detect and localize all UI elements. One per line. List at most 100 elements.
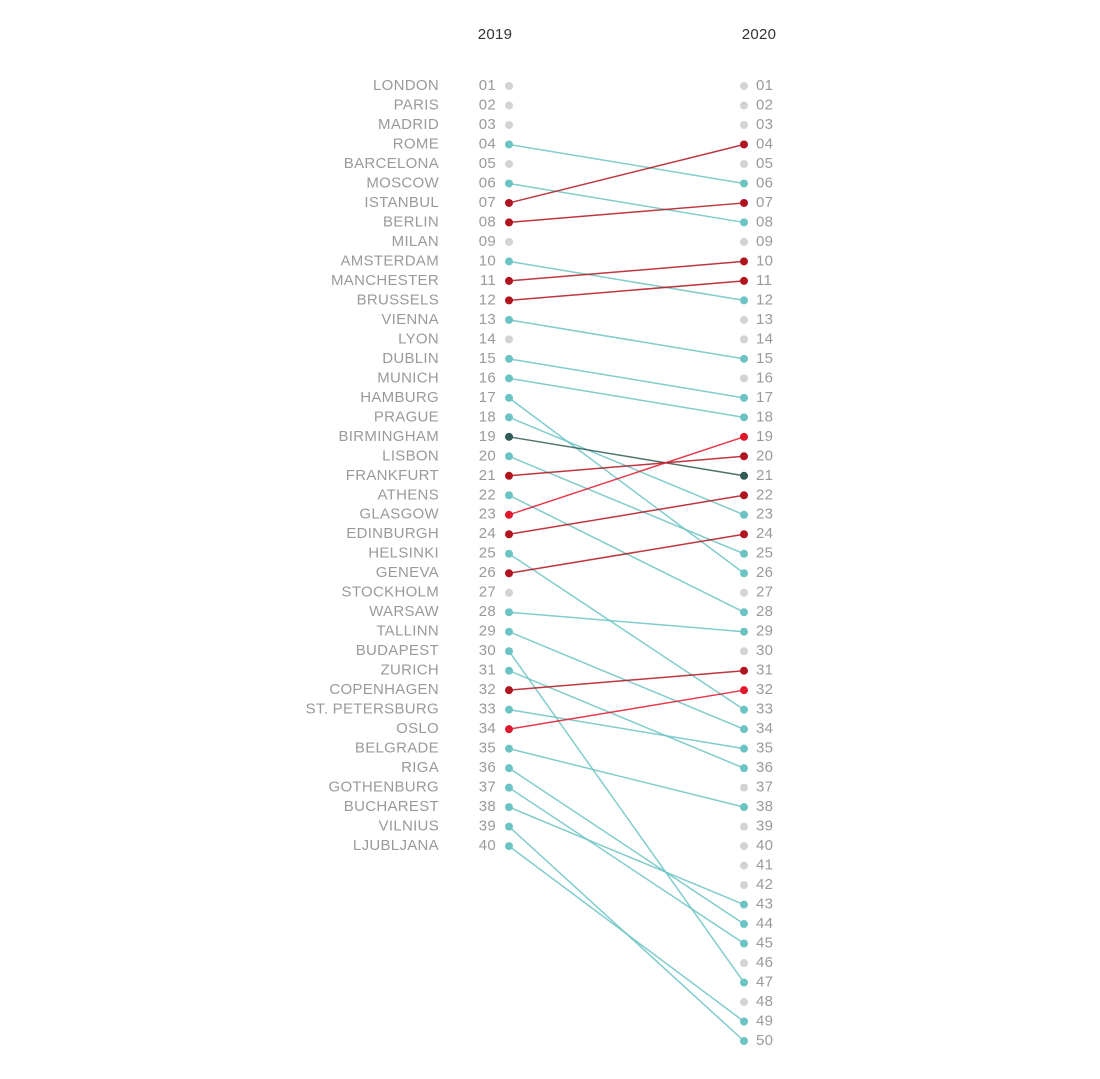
left-header: 2019 (478, 26, 513, 43)
left-rank-label: 37 (479, 779, 496, 796)
slope-line (508, 260, 745, 282)
right-rank-label: 04 (756, 135, 773, 152)
slope-line (508, 397, 745, 574)
left-rank-label: 21 (479, 467, 496, 484)
city-label: MILAN (392, 233, 439, 250)
rank-dot-2019 (505, 627, 513, 636)
city-label: BRUSSELS (357, 291, 439, 308)
rank-dot-2020 (740, 549, 748, 558)
rank-dot-2019 (505, 413, 513, 422)
left-rank-label: 27 (479, 584, 496, 601)
rank-dot-2019 (505, 549, 513, 558)
left-rank-label: 34 (479, 720, 496, 737)
right-rank-label: 44 (756, 915, 773, 932)
rank-dot-2019 (505, 569, 513, 578)
right-rank-label: 13 (756, 311, 773, 328)
rank-dot-2019 (505, 530, 513, 539)
slope-line (508, 650, 745, 983)
left-rank-label: 38 (479, 798, 496, 815)
right-rank-label: 07 (756, 194, 773, 211)
rank-dot-2020 (740, 159, 748, 168)
slope-line (508, 143, 745, 204)
left-rank-label: 36 (479, 759, 496, 776)
rank-dot-2019 (505, 822, 513, 831)
rank-dot-2019 (505, 471, 513, 480)
right-rank-label: 29 (756, 623, 773, 640)
right-rank-label: 40 (756, 837, 773, 854)
rank-dot-2020 (740, 471, 748, 480)
rank-dot-2020 (740, 1017, 748, 1026)
left-rank-label: 28 (479, 603, 496, 620)
right-rank-label: 38 (756, 798, 773, 815)
rank-dot-2020 (740, 393, 748, 402)
city-label: HAMBURG (360, 389, 439, 406)
rank-dot-2019 (505, 764, 513, 773)
right-rank-label: 28 (756, 603, 773, 620)
city-label: ST. PETERSBURG (306, 701, 439, 718)
right-rank-label: 09 (756, 233, 773, 250)
slope-line (508, 787, 745, 945)
city-label: FRANKFURT (346, 467, 439, 484)
rank-dot-2020 (740, 237, 748, 246)
rank-dot-2019 (505, 101, 513, 110)
slope-line (508, 611, 745, 633)
city-label: COPENHAGEN (329, 681, 439, 698)
rank-dot-2019 (505, 744, 513, 753)
empty-rank-dot (740, 998, 748, 1007)
right-rank-label: 21 (756, 467, 773, 484)
rank-dot-2019 (505, 393, 513, 402)
right-rank-label: 06 (756, 174, 773, 191)
city-label: BELGRADE (355, 740, 439, 757)
slope-line (508, 806, 745, 906)
right-rank-label: 10 (756, 252, 773, 269)
city-label: LYON (398, 330, 439, 347)
rank-dot-2019 (505, 237, 513, 246)
city-label: TALLINN (376, 623, 439, 640)
city-label: LJUBLJANA (353, 837, 439, 854)
city-label: GLASGOW (359, 506, 439, 523)
rank-dot-2020 (740, 666, 748, 675)
city-label: MOSCOW (366, 174, 439, 191)
left-rank-label: 20 (479, 447, 496, 464)
rank-dot-2019 (505, 686, 513, 695)
right-rank-label: 20 (756, 447, 773, 464)
right-rank-label: 25 (756, 545, 773, 562)
left-rank-label: 17 (479, 389, 496, 406)
rank-dot-2019 (505, 510, 513, 519)
empty-rank-dot (740, 647, 748, 656)
rank-dot-2019 (505, 276, 513, 285)
left-rank-label: 40 (479, 837, 496, 854)
city-label: LISBON (382, 447, 439, 464)
city-label: BUDAPEST (356, 642, 439, 659)
left-rank-label: 22 (479, 486, 496, 503)
city-label: ATHENS (377, 486, 439, 503)
right-rank-label: 35 (756, 740, 773, 757)
rank-dot-2020 (740, 510, 748, 519)
right-rank-label: 11 (756, 272, 772, 289)
right-rank-label: 24 (756, 525, 773, 542)
slope-line (508, 143, 745, 185)
empty-rank-dot (740, 842, 748, 851)
right-rank-label: 16 (756, 369, 773, 386)
empty-rank-dot (740, 315, 748, 324)
left-rank-label: 12 (479, 291, 496, 308)
rank-dot-2020 (740, 296, 748, 305)
slope-line (508, 319, 745, 360)
left-rank-label: 08 (479, 213, 496, 230)
right-rank-label: 02 (756, 96, 773, 113)
rank-dot-2019 (505, 159, 513, 168)
city-label: PARIS (394, 96, 439, 113)
city-label: MUNICH (377, 369, 439, 386)
slope-line (508, 358, 745, 399)
right-rank-label: 47 (756, 973, 773, 990)
right-rank-label: 08 (756, 213, 773, 230)
left-rank-label: 14 (479, 330, 496, 347)
rank-dot-2019 (505, 120, 513, 129)
slope-line (508, 182, 745, 224)
right-rank-label: 15 (756, 350, 773, 367)
right-rank-label: 42 (756, 876, 773, 893)
left-rank-label: 30 (479, 642, 496, 659)
city-label: VILNIUS (379, 818, 439, 835)
right-rank-label: 41 (756, 857, 773, 874)
rank-dot-2020 (740, 452, 748, 461)
